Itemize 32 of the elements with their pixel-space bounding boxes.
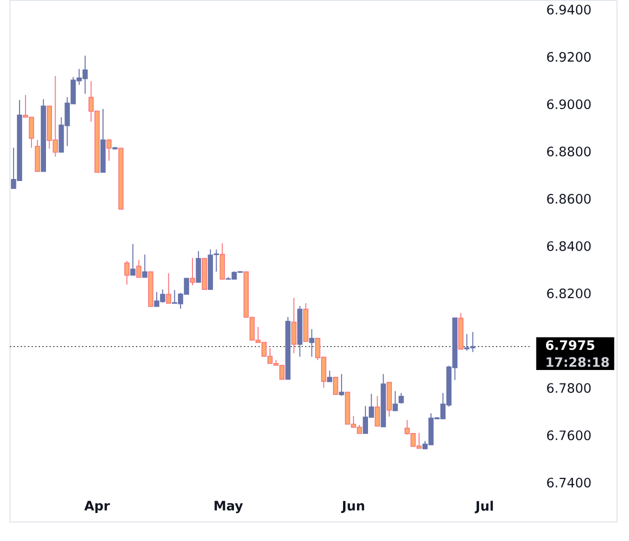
y-tick-label: 6.8800: [547, 146, 591, 156]
candlestick: [291, 297, 296, 354]
ref-line-label: 6.7975: [546, 340, 594, 350]
y-tick-label: 6.8600: [547, 194, 591, 204]
candlestick: [327, 370, 332, 382]
candlestick: [124, 260, 130, 286]
candlestick: [142, 254, 148, 278]
x-tick-label: Apr: [84, 500, 110, 514]
candlestick: [309, 328, 314, 358]
candlestick: [338, 374, 344, 396]
y-tick-label: 6.9400: [547, 4, 591, 15]
candlestick: [166, 272, 172, 304]
candlestick: [374, 396, 380, 427]
candlestick: [130, 243, 136, 276]
y-tick-label: 6.7400: [547, 478, 591, 488]
y-tick-label: 6.8400: [547, 241, 591, 252]
candlestick: [398, 392, 404, 404]
candlestick: [392, 390, 398, 412]
y-tick-label: 6.8200: [547, 288, 591, 298]
y-tick-label: 6.9200: [547, 52, 591, 62]
y-tick-label: 6.9000: [547, 99, 591, 110]
x-tick-label: May: [214, 500, 243, 514]
x-tick-label: Jul: [474, 500, 493, 514]
y-tick-label: 6.7600: [547, 430, 591, 440]
candlestick: [333, 376, 338, 395]
candlestick: [196, 250, 202, 283]
candlestick: [136, 260, 142, 278]
candlestick: [190, 257, 196, 286]
candlestick: [106, 138, 112, 162]
text: 17:28:18: [546, 357, 609, 367]
x-tick-label: Jun: [341, 500, 364, 514]
y-tick-label: 6.7800: [547, 383, 591, 393]
